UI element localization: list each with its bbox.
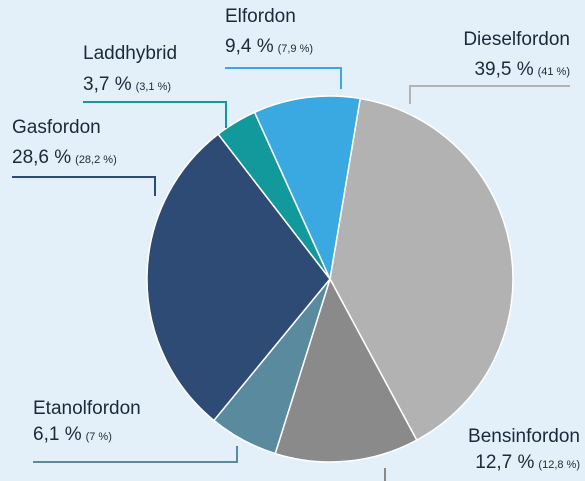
slice-label: Bensinfordon [468, 426, 580, 447]
leader-line [83, 101, 227, 128]
pie-slice [274, 277, 418, 463]
value-label: 9,4 % [225, 36, 274, 57]
comparison-label: (7 %) [86, 431, 112, 443]
slice-label: Etanolfordon [33, 398, 141, 419]
slice-value: 3,7 % (3,1 %) [83, 74, 171, 95]
comparison-label: (28,2 %) [75, 154, 117, 166]
leader-line [409, 85, 570, 104]
comparison-label: (12,8 %) [538, 459, 580, 471]
slice-value: 6,1 % (7 %) [33, 424, 112, 445]
slice-value: 28,6 % (28,2 %) [12, 147, 117, 168]
leader-line [12, 176, 156, 196]
slice-label: Dieselfordon [463, 29, 570, 50]
value-label: 39,5 % [474, 59, 533, 80]
leader-line [33, 446, 238, 463]
pie-slice [329, 97, 514, 442]
pie-slice [146, 133, 331, 422]
comparison-label: (7,9 %) [278, 43, 313, 55]
slice-label: Elfordon [225, 6, 296, 27]
comparison-label: (41 %) [538, 66, 570, 78]
value-label: 3,7 % [83, 74, 132, 95]
comparison-label: (3,1 %) [136, 81, 171, 93]
slice-value: 9,4 % (7,9 %) [225, 36, 313, 57]
slice-value: 12,7 % (12,8 %) [475, 452, 580, 473]
value-label: 12,7 % [475, 452, 534, 473]
value-label: 6,1 % [33, 424, 82, 445]
slice-label: Laddhybrid [83, 43, 177, 64]
slice-value: 39,5 % (41 %) [474, 59, 570, 80]
slice-label: Gasfordon [12, 117, 101, 138]
pie-slice [253, 95, 362, 282]
value-label: 28,6 % [12, 147, 71, 168]
leader-line [225, 67, 342, 89]
